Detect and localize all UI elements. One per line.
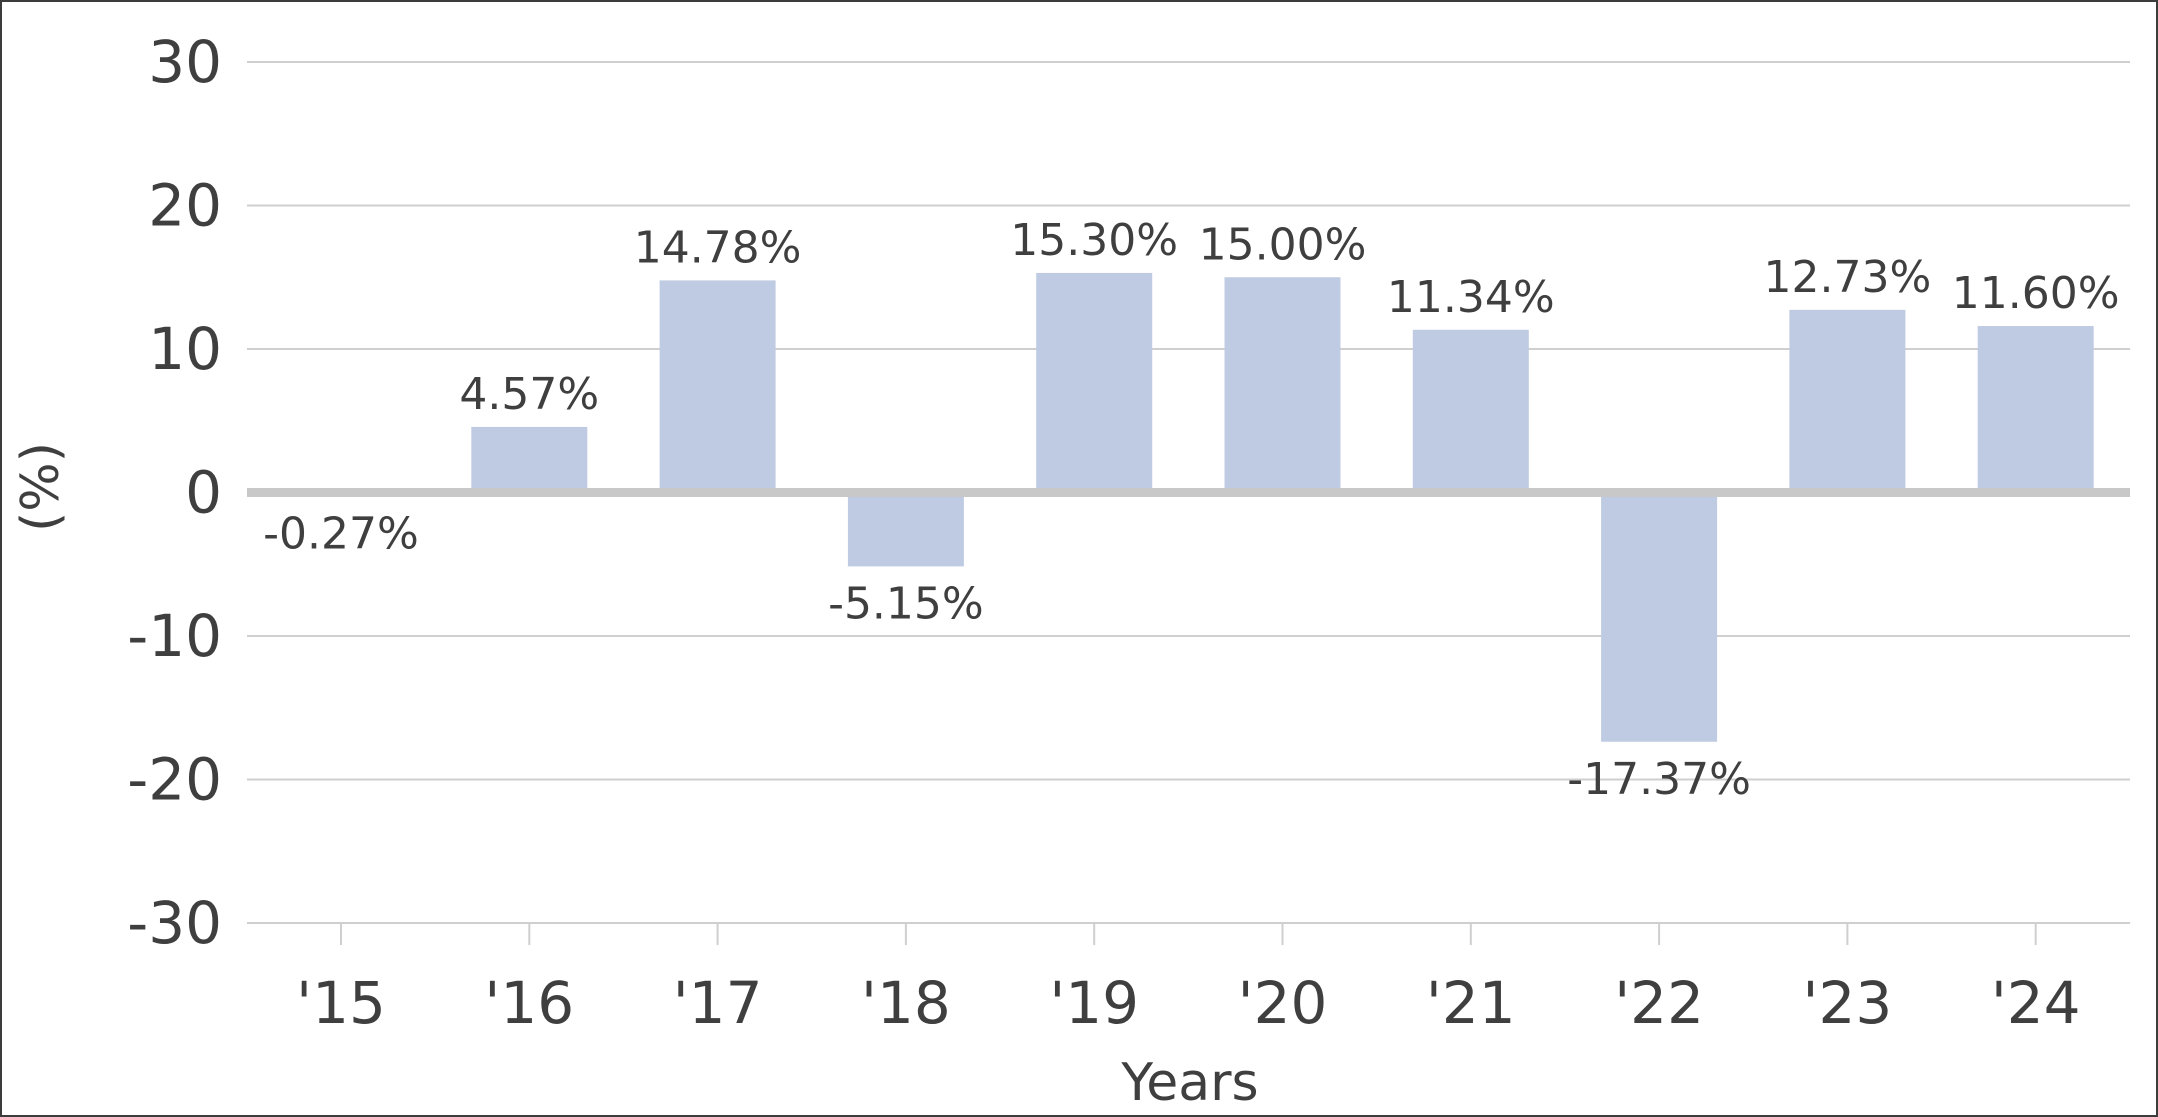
x-tick-label: '17	[673, 969, 763, 1037]
x-tick-label: '20	[1238, 969, 1328, 1037]
x-tick-label: '15	[296, 969, 386, 1037]
gridlines	[247, 61, 2130, 924]
x-tick-label: '18	[861, 969, 951, 1037]
bar	[847, 492, 964, 567]
y-tick-label: 20	[148, 172, 222, 240]
x-axis-ticks: '15 '16 '17 '18 '19 '20 '21 '22 '23 '24	[296, 923, 2081, 1037]
data-label: 15.30%	[1010, 215, 1178, 266]
y-axis-title: (%)	[11, 442, 71, 532]
x-axis-title: Years	[1120, 1053, 1258, 1113]
bars	[283, 272, 2094, 742]
x-tick-label: '22	[1614, 969, 1704, 1037]
data-label: 11.60%	[1952, 268, 2120, 319]
y-tick-label: -30	[127, 889, 222, 957]
y-tick-label: -10	[127, 602, 222, 670]
x-tick-label: '23	[1803, 969, 1893, 1037]
x-tick-label: '16	[484, 969, 574, 1037]
bar	[1224, 277, 1341, 493]
bar	[1036, 272, 1153, 493]
data-label: -0.27%	[263, 508, 419, 559]
y-tick-label: -20	[127, 746, 222, 814]
bar	[471, 426, 588, 493]
data-label: -5.15%	[828, 578, 984, 629]
data-label: 12.73%	[1764, 252, 1932, 303]
bar	[1601, 492, 1718, 742]
data-label: 14.78%	[634, 222, 802, 273]
data-label: 11.34%	[1387, 272, 1555, 323]
data-label: 15.00%	[1199, 219, 1367, 270]
x-tick-label: '21	[1426, 969, 1516, 1037]
bar	[1789, 309, 1906, 493]
x-tick-label: '24	[1991, 969, 2081, 1037]
bar	[1412, 329, 1529, 493]
bar	[659, 280, 776, 493]
y-tick-label: 0	[185, 459, 222, 527]
data-labels: -0.27% 4.57% 14.78% -5.15% 15.30% 15.00% 11.34…	[263, 215, 2119, 805]
data-label: 4.57%	[459, 369, 599, 420]
x-tick-label: '19	[1049, 969, 1139, 1037]
bar	[1977, 326, 2094, 493]
y-tick-label: 10	[148, 315, 222, 383]
data-label: -17.37%	[1567, 754, 1751, 805]
y-tick-label: 30	[148, 28, 222, 96]
y-axis-ticks: 30 20 10 0 -10 -20 -30	[127, 28, 222, 957]
